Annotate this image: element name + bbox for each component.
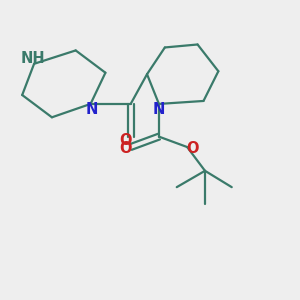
Text: O: O xyxy=(119,133,132,148)
Text: O: O xyxy=(186,141,199,156)
Text: O: O xyxy=(119,141,132,156)
Text: NH: NH xyxy=(20,51,45,66)
Text: N: N xyxy=(153,102,165,117)
Text: N: N xyxy=(86,102,98,117)
